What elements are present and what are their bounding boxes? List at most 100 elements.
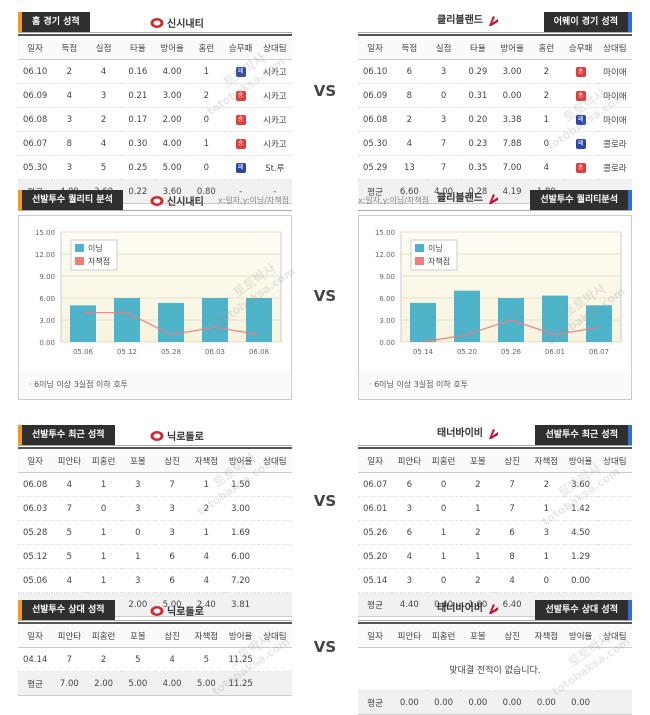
y-tick-label: 12.00 xyxy=(35,251,55,259)
cell: 3.00 xyxy=(495,59,530,84)
result-cell: 패 xyxy=(223,155,258,180)
cell: 06.10 xyxy=(18,59,53,84)
data-row: 06.08 3 2 0.17 2.00 0 승 시카고 xyxy=(18,107,292,132)
result-cell: 승 xyxy=(223,107,258,132)
cell: 2 xyxy=(529,83,564,108)
cell: 0.28 xyxy=(460,179,495,204)
column-header: 피홈런 xyxy=(86,447,121,473)
legend-swatch xyxy=(75,257,84,265)
cell: 7 xyxy=(495,472,530,497)
cell: 06.07 xyxy=(358,472,393,497)
cell: 6 xyxy=(495,520,530,545)
cell: 0.00 xyxy=(495,690,530,715)
empty-cell xyxy=(597,690,632,715)
column-header: 피안타 xyxy=(392,447,427,473)
cell: 1.50 xyxy=(223,472,258,497)
data-row: 06.07 8 4 0.30 4.00 1 승 시카고 xyxy=(18,131,292,156)
cell: 6.60 xyxy=(392,179,427,204)
empty-cell xyxy=(257,472,292,497)
column-header: 포볼 xyxy=(460,622,495,648)
cell: 5 xyxy=(52,520,87,545)
logo-shape xyxy=(153,608,161,613)
column-header: 상대팀 xyxy=(597,34,632,60)
chart-note: x:일자,y:이닝/자책점 xyxy=(358,196,430,205)
cell: 13 xyxy=(392,155,427,180)
cell: 3.38 xyxy=(495,107,530,132)
cell: 0.22 xyxy=(120,179,155,204)
header-row: 일자 피안타 피홈런 포볼 삼진 자책점 방어율 상대팀 xyxy=(18,447,292,473)
cell: 3.60 xyxy=(155,179,190,204)
panel-title: 홈 경기 성적 xyxy=(18,12,90,32)
cell: 시카고 xyxy=(257,83,292,108)
cell: 1 xyxy=(529,107,564,132)
panel-header: 선발투수 최근 성적 닉로돌로 xyxy=(18,425,292,446)
cell: 7 xyxy=(155,472,190,497)
cell: 7.00 xyxy=(495,155,530,180)
cell: 1 xyxy=(426,520,461,545)
team-name: 태너바이비 xyxy=(437,428,483,439)
cell: 5 xyxy=(86,155,121,180)
column-header: 상대팀 xyxy=(257,622,292,648)
y-tick-label: 6.00 xyxy=(39,295,55,303)
cell: 0.00 xyxy=(460,690,495,715)
bar xyxy=(70,305,96,342)
x-tick-label: 06.07 xyxy=(589,348,609,356)
column-header: 포볼 xyxy=(120,447,155,473)
cell: 4.50 xyxy=(563,520,598,545)
cell: 1.69 xyxy=(223,520,258,545)
column-header: 포볼 xyxy=(460,447,495,473)
cell: 6 xyxy=(392,520,427,545)
team: 신시내티 xyxy=(150,193,204,208)
logo-shape xyxy=(153,20,161,25)
column-header: 포볼 xyxy=(120,622,155,648)
result-cell: 승 xyxy=(563,155,598,180)
cell: 7 xyxy=(426,131,461,156)
cell: 평균 xyxy=(358,179,393,204)
data-row: 05.20 4 1 1 8 1 1.29 xyxy=(358,544,632,569)
column-header: 상대팀 xyxy=(597,447,632,473)
cell: 0.25 xyxy=(120,155,155,180)
cell: 4 xyxy=(86,131,121,156)
empty-cell xyxy=(597,568,632,593)
column-header: 자책점 xyxy=(529,447,564,473)
line xyxy=(83,312,260,336)
column-header: 홈런 xyxy=(529,34,564,60)
x-tick-label: 05.28 xyxy=(161,348,181,356)
cell: 7.88 xyxy=(495,131,530,156)
team-logo xyxy=(489,604,498,614)
legend-label: 자책점 xyxy=(428,256,450,266)
team: 닉로돌로 xyxy=(150,603,204,618)
cell: 06.10 xyxy=(358,59,393,84)
cell: 0 xyxy=(189,155,224,180)
cell: 06.08 xyxy=(358,107,393,132)
column-header: 일자 xyxy=(18,622,53,648)
logo-shape xyxy=(489,429,498,439)
data-row: 05.06 4 1 3 6 4 7.20 xyxy=(18,568,292,593)
result-badge: 승 xyxy=(575,67,586,77)
bar xyxy=(158,302,184,342)
cell: 05.30 xyxy=(358,131,393,156)
cell: 05.20 xyxy=(358,544,393,569)
cell: 시카고 xyxy=(257,59,292,84)
cell: 0 xyxy=(426,568,461,593)
column-header: 승무패 xyxy=(563,34,598,60)
cell: 06.03 xyxy=(18,496,53,521)
bar xyxy=(114,298,140,342)
cell: 7.00 xyxy=(52,671,87,696)
y-tick-label: 12.00 xyxy=(375,251,395,259)
data-row: 05.12 5 1 1 6 4 6.00 xyxy=(18,544,292,569)
cell: 3 xyxy=(86,83,121,108)
cell: 1 xyxy=(460,496,495,521)
empty-cell xyxy=(257,544,292,569)
cell: 1 xyxy=(86,472,121,497)
cell: 0 xyxy=(426,496,461,521)
cell: 마이애 xyxy=(597,107,632,132)
data-row: 05.29 13 7 0.35 7.00 4 승 콜로라 xyxy=(358,155,632,180)
cell: 04.14 xyxy=(18,647,53,672)
cell: 0.31 xyxy=(460,83,495,108)
cell: St.루 xyxy=(257,155,292,180)
cell: 3 xyxy=(120,496,155,521)
column-header: 삼진 xyxy=(155,622,190,648)
chart: 0.00 3.00 6.00 9.00 12.00 15.00 05.14 05.20 05.2… xyxy=(375,229,622,356)
